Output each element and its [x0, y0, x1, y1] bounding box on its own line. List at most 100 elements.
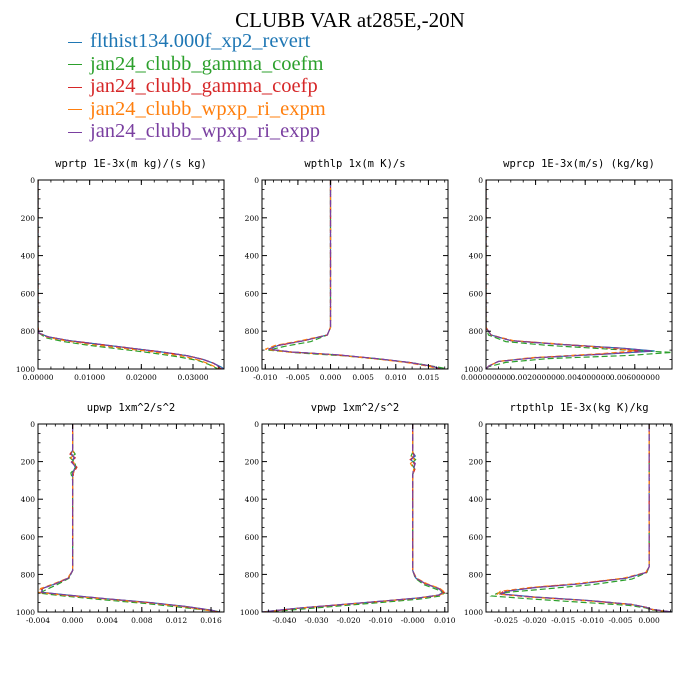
panel-3: wprcp 1E-3x(m/s) (kg/kg) 0 200 400 600 800 100… — [461, 158, 673, 382]
panel-5: vpwp 1xm^2/s^2 0 200 400 600 800 1000 -0.040 -0.… — [240, 402, 456, 625]
x-tick-label: 0.01000 — [74, 373, 105, 382]
panel-title: rtpthlp 1E-3x(kg K)/kg — [509, 402, 648, 414]
y-tick-label: 800 — [469, 570, 484, 579]
legend-label: jan24_clubb_wpxp_ri_expm — [90, 97, 326, 120]
x-tick-label: 0.016 — [200, 616, 222, 625]
series-line — [268, 180, 448, 369]
y-tick-label: 400 — [469, 495, 484, 504]
plot-frame — [37, 423, 225, 613]
series-line — [38, 180, 224, 369]
x-tick-label: -0.005 — [608, 616, 632, 625]
y-tick-label: 0 — [478, 420, 483, 429]
y-tick-label: 800 — [21, 570, 36, 579]
x-tick-label: 0.015 — [418, 373, 440, 382]
legend-item: jan24_clubb_gamma_coefm — [68, 53, 326, 76]
series-line — [268, 424, 446, 612]
series-line — [268, 180, 442, 369]
y-tick-label: 800 — [469, 327, 484, 336]
legend-swatch — [68, 86, 82, 88]
x-tick-label: 0.006000000 — [610, 373, 660, 382]
legend-label: jan24_clubb_wpxp_ri_expp — [90, 120, 321, 142]
legend-item: jan24_clubb_wpxp_ri_expp — [68, 120, 326, 143]
series-line — [486, 180, 635, 369]
legend-swatch — [68, 64, 82, 66]
y-tick-label: 1000 — [464, 608, 483, 617]
series-line — [38, 424, 219, 612]
series-line — [40, 424, 220, 612]
panel-2: wpthlp 1x(m K)/s 0 200 400 600 800 1000-0.010-… — [240, 158, 449, 382]
x-tick-label: -0.025 — [494, 616, 518, 625]
x-tick-label: 0.00000 — [22, 373, 53, 382]
series-line — [38, 424, 222, 612]
panel-6: rtpthlp 1E-3x(kg K)/kg 0 200 400 600 800 1000 -… — [464, 402, 673, 625]
x-tick-label: 0.010 — [385, 373, 407, 382]
y-tick-label: 200 — [21, 458, 36, 467]
x-tick-label: 0.000 — [638, 616, 660, 625]
series-line — [486, 180, 653, 369]
series-line — [265, 180, 439, 369]
x-tick-label: -0.004 — [26, 616, 50, 625]
x-tick-label: 0.012 — [166, 616, 188, 625]
y-tick-label: 1000 — [240, 365, 259, 374]
plot-frame — [261, 423, 449, 613]
series-line — [499, 424, 672, 612]
legend-label: flthist134.000f_xp2_revert — [90, 30, 311, 52]
series-line — [263, 424, 446, 612]
y-tick-label: 200 — [469, 214, 484, 223]
x-tick-label: -0.030 — [305, 616, 329, 625]
x-tick-label: -0.015 — [551, 616, 575, 625]
legend-swatch — [68, 41, 82, 43]
series-line — [38, 180, 220, 369]
y-tick-label: 0 — [30, 420, 35, 429]
y-tick-label: 600 — [245, 289, 260, 298]
y-tick-label: 800 — [21, 327, 36, 336]
panel-title: wprtp 1E-3x(m kg)/(s kg) — [55, 158, 207, 170]
y-tick-label: 0 — [254, 420, 259, 429]
y-tick-label: 1000 — [240, 608, 259, 617]
y-tick-label: 600 — [21, 533, 36, 542]
x-tick-label: 0.002000000 — [511, 373, 561, 382]
panel-1: wprtp 1E-3x(m kg)/(s kg) 0 200 400 600 800 100… — [16, 158, 225, 382]
y-tick-label: 400 — [245, 495, 260, 504]
series-line — [268, 180, 442, 369]
y-tick-label: 400 — [21, 495, 36, 504]
x-tick-label: 0.005 — [352, 373, 374, 382]
y-tick-label: 400 — [245, 252, 260, 261]
y-tick-label: 200 — [245, 214, 260, 223]
legend: flthist134.000f_xp2_revert jan24_clubb_ga… — [68, 30, 326, 143]
legend-label: jan24_clubb_gamma_coefm — [90, 52, 324, 75]
x-tick-label: 0.008 — [131, 616, 153, 625]
y-tick-label: 600 — [21, 289, 36, 298]
series-line — [41, 424, 220, 612]
panel-title: wprcp 1E-3x(m/s) (kg/kg) — [503, 158, 655, 170]
x-tick-label: -0.020 — [523, 616, 547, 625]
x-tick-label: 0.004000000 — [560, 373, 610, 382]
y-tick-label: 200 — [21, 214, 36, 223]
y-tick-label: 600 — [469, 289, 484, 298]
y-tick-label: 800 — [245, 327, 260, 336]
x-tick-label: 0.000 — [62, 616, 84, 625]
panel-title: wpthlp 1x(m K)/s — [304, 158, 405, 170]
legend-item: jan24_clubb_gamma_coefp — [68, 75, 326, 98]
y-tick-label: 1000 — [16, 608, 35, 617]
x-tick-label: 0.03000 — [177, 373, 208, 382]
x-tick-label: 0.000 — [320, 373, 342, 382]
y-tick-label: 200 — [469, 458, 484, 467]
panel-title: upwp 1xm^2/s^2 — [87, 402, 176, 414]
y-tick-label: 1000 — [464, 365, 483, 374]
y-tick-label: 200 — [245, 458, 260, 467]
series-line — [265, 424, 446, 612]
series-line — [501, 424, 672, 612]
series-line — [262, 424, 445, 612]
x-tick-label: -0.010 — [253, 373, 277, 382]
y-tick-label: 0 — [478, 176, 483, 185]
y-tick-label: 1000 — [16, 365, 35, 374]
y-tick-label: 0 — [254, 176, 259, 185]
legend-label: jan24_clubb_gamma_coefp — [90, 75, 318, 97]
x-tick-label: 0.000000000 — [461, 373, 511, 382]
panel-title: vpwp 1xm^2/s^2 — [311, 402, 400, 414]
series-line — [262, 424, 445, 612]
figure-title: CLUBB VAR at285E,-20N — [235, 8, 465, 32]
y-tick-label: 600 — [469, 533, 484, 542]
